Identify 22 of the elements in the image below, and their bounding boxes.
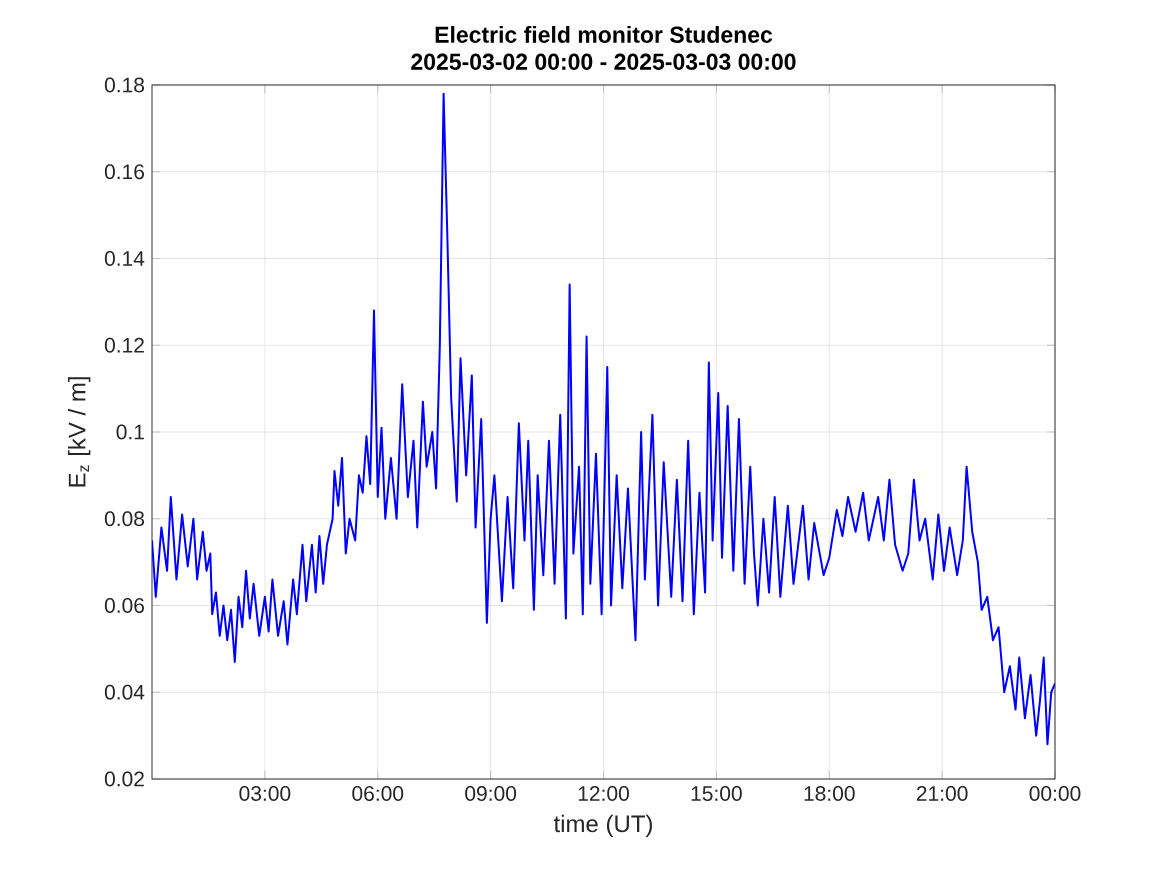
y-axis-title: E$_{z}$ [kV / m] — [67, 377, 91, 487]
y-tick-label: 0.02 — [104, 771, 144, 787]
chart-subtitle: 2025-03-02 00:00 - 2025-03-03 00:00 — [411, 53, 796, 70]
x-tick-label: 18:00 — [804, 786, 855, 801]
x-tick-label: 15:00 — [691, 786, 742, 801]
line-series — [152, 92, 1055, 746]
y-tick-label: 0.08 — [104, 511, 145, 527]
y-tick-label: 0.12 — [104, 337, 144, 353]
y-tick-label: 0.16 — [104, 164, 145, 180]
y-tick-label: 0.18 — [104, 77, 145, 93]
x-tick-label: 12:00 — [578, 786, 629, 801]
x-axis-title: time (UT) — [553, 814, 652, 838]
x-tick-label: 09:00 — [465, 786, 517, 801]
x-tick-label: 00:00 — [1029, 786, 1081, 801]
y-tick-label: 0.14 — [104, 251, 145, 266]
x-tick-label: 06:00 — [352, 786, 404, 801]
x-tick-label: 03:00 — [239, 786, 291, 801]
chart-title: Electric field monitor Studenec — [435, 26, 773, 43]
y-tick-label: 0.04 — [104, 684, 145, 700]
x-tick-label: 21:00 — [916, 786, 968, 801]
y-tick-label: 0.1 — [116, 424, 144, 440]
y-tick-label: 0.06 — [104, 598, 145, 613]
